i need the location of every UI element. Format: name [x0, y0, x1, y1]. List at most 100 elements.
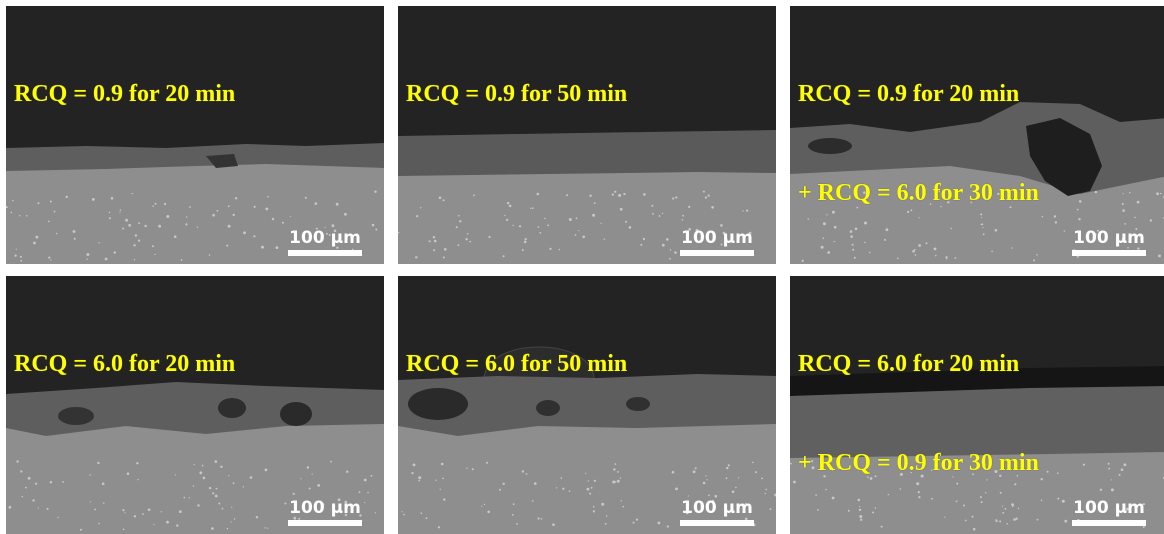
substrate-speckle [711, 206, 714, 209]
substrate-speckle [534, 482, 537, 485]
substrate-speckle [137, 478, 139, 481]
panel-label: RCQ = 6.0 for 50 min [406, 351, 628, 377]
substrate-speckle [604, 522, 607, 525]
substrate-speckle [1046, 470, 1049, 473]
substrate-speckle [618, 193, 622, 197]
substrate-speckle [746, 209, 749, 212]
substrate-speckle [466, 233, 469, 235]
substrate-speckle [418, 476, 422, 480]
substrate-speckle [375, 228, 378, 231]
substrate-speckle [214, 494, 218, 498]
substrate-speckle [228, 475, 230, 477]
substrate-speckle [221, 507, 224, 510]
substrate-speckle [97, 461, 100, 465]
substrate-speckle [134, 234, 138, 237]
substrate-speckle [226, 244, 229, 247]
substrate-speckle [555, 487, 558, 489]
substrate-speckle [185, 223, 188, 226]
substrate-speckle [603, 238, 605, 240]
substrate-speckle [138, 222, 141, 225]
substrate-speckle [918, 217, 920, 219]
substrate-speckle [899, 488, 902, 490]
substrate-speckle [872, 511, 875, 514]
substrate-speckle [469, 240, 472, 243]
sem-panel-a: RCQ = 0.9 for 20 min 100 µm [6, 6, 384, 264]
substrate-speckle [227, 224, 231, 228]
substrate-speckle [947, 201, 950, 204]
substrate-speckle [110, 197, 114, 200]
substrate-speckle [681, 219, 684, 221]
substrate-speckle [344, 212, 347, 216]
substrate-speckle [1078, 218, 1081, 221]
substrate-speckle [371, 223, 375, 227]
substrate-speckle [592, 510, 595, 513]
substrate-speckle [601, 502, 605, 506]
substrate-speckle [502, 255, 505, 258]
substrate-speckle [253, 235, 256, 238]
substrate-speckle [946, 258, 948, 260]
substrate-speckle [367, 491, 369, 494]
substrate-speckle [202, 476, 206, 480]
scale-bar: 100 µm [288, 228, 362, 256]
substrate-speckle [833, 240, 835, 243]
substrate-speckle [21, 495, 23, 498]
substrate-speckle [658, 215, 661, 217]
substrate-speckle [108, 211, 111, 214]
substrate-speckle [964, 519, 967, 522]
substrate-speckle [35, 235, 39, 239]
substrate-speckle [972, 473, 974, 476]
substrate-speckle [306, 466, 310, 469]
substrate-speckle [91, 198, 95, 201]
substrate-speckle [935, 254, 937, 257]
substrate-speckle [293, 516, 297, 520]
substrate-speckle [682, 214, 684, 217]
substrate-speckle [337, 498, 341, 502]
substrate-speckle [232, 213, 235, 217]
substrate-speckle [335, 202, 339, 206]
substrate-speckle [370, 474, 373, 477]
substrate-speckle [324, 226, 326, 228]
substrate-speckle [688, 228, 691, 231]
substrate-speckle [133, 244, 136, 247]
substrate-speckle [811, 460, 814, 463]
substrate-speckle [15, 248, 17, 250]
substrate-speckle [261, 245, 264, 249]
substrate-speckle [708, 494, 710, 497]
substrate-speckle [122, 509, 125, 512]
substrate-speckle [1082, 463, 1085, 466]
substrate-speckle [1011, 247, 1013, 249]
substrate-speckle [912, 250, 915, 253]
substrate-speckle [869, 477, 873, 480]
substrate-speckle [694, 467, 697, 470]
substrate-speckle [438, 196, 442, 200]
scale-bar-label: 100 µm [1073, 498, 1145, 518]
substrate-speckle [122, 528, 125, 531]
substrate-speckle [1064, 519, 1068, 523]
substrate-speckle [1054, 221, 1058, 224]
substrate-speckle [173, 235, 177, 238]
substrate-speckle [997, 192, 1000, 196]
substrate-speckle [574, 234, 577, 236]
substrate-speckle [232, 482, 235, 485]
panel-label: RCQ = 0.9 for 50 min [406, 81, 628, 107]
substrate-speckle [458, 214, 460, 217]
substrate-speckle [180, 259, 183, 261]
substrate-speckle [822, 237, 825, 239]
substrate-speckle [616, 479, 620, 483]
sem-micrograph [790, 6, 1164, 264]
substrate-speckle [6, 206, 8, 209]
substrate-speckle [1001, 505, 1003, 507]
substrate-speckle [989, 193, 992, 196]
substrate-speckle [950, 227, 952, 230]
substrate-speckle [589, 194, 592, 197]
substrate-speckle [669, 257, 671, 260]
substrate-speckle [589, 492, 592, 495]
substrate-speckle [524, 238, 527, 241]
substrate-speckle [27, 476, 31, 480]
substrate-speckle [612, 480, 616, 484]
substrate-speckle [940, 205, 942, 208]
substrate-speckle [188, 497, 190, 499]
substrate-speckle [317, 484, 321, 487]
substrate-speckle [537, 517, 540, 520]
substrate-speckle [455, 226, 458, 229]
